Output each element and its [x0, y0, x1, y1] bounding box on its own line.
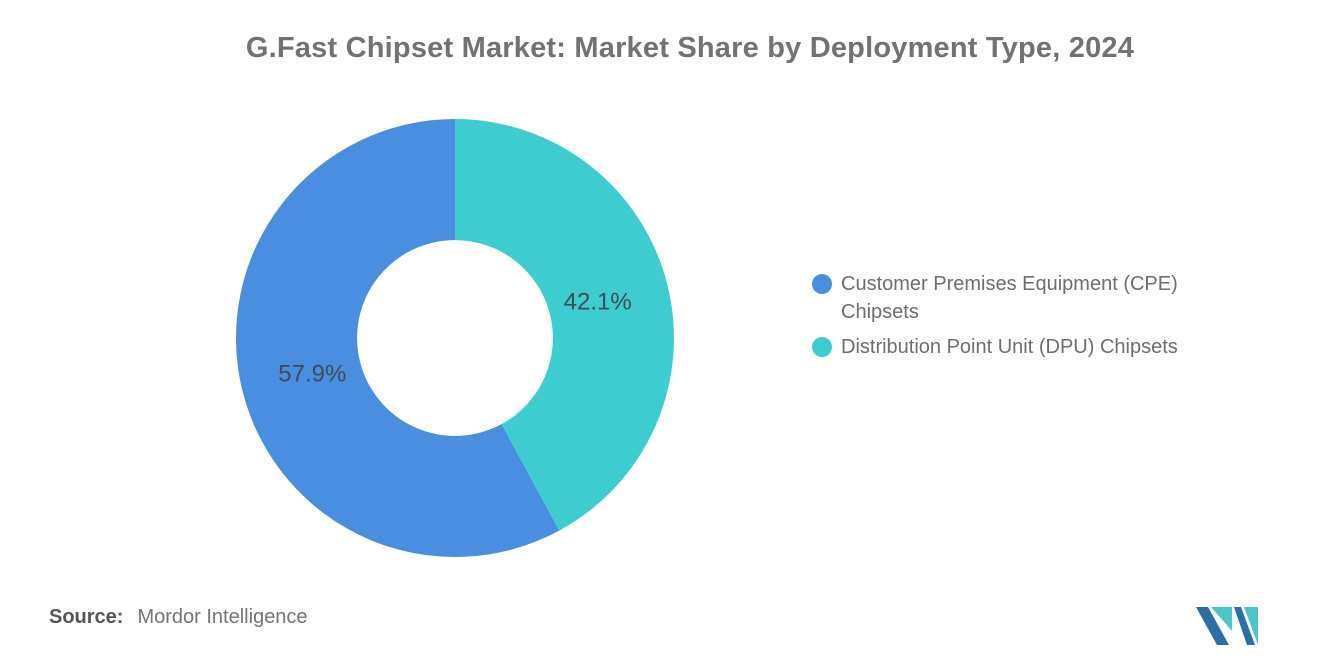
legend-item-0[interactable]: Customer Premises Equipment (CPE) Chipse…	[812, 270, 1222, 326]
donut-slice-0[interactable]	[235, 119, 560, 557]
logo-shape-blue-right	[1234, 607, 1255, 645]
logo-shape-blue-left	[1196, 607, 1229, 645]
legend-dot-icon	[812, 337, 832, 357]
donut-chart: 57.9% 42.1%	[225, 108, 685, 568]
legend-dot-icon	[812, 274, 832, 294]
chart-legend: Customer Premises Equipment (CPE) Chipse…	[812, 270, 1222, 361]
logo-shape-teal-right	[1244, 607, 1258, 645]
chart-title: G.Fast Chipset Market: Market Share by D…	[245, 32, 1135, 64]
slice-data-label-1: 42.1%	[564, 288, 632, 315]
donut-slice-1[interactable]	[455, 119, 674, 531]
slice-data-label-0: 57.9%	[278, 361, 346, 388]
source-value: Mordor Intelligence	[137, 606, 308, 628]
logo-shape-teal-left	[1211, 607, 1232, 631]
source-line: Source: Mordor Intelligence	[49, 603, 308, 631]
legend-item-1[interactable]: Distribution Point Unit (DPU) Chipsets	[812, 333, 1222, 361]
legend-label: Distribution Point Unit (DPU) Chipsets	[841, 336, 1178, 358]
mordor-intelligence-logo	[1196, 607, 1258, 645]
donut-chart-svg: 57.9% 42.1%	[235, 119, 674, 557]
source-label: Source:	[49, 606, 124, 628]
legend-label: Customer Premises Equipment (CPE) Chipse…	[841, 273, 1178, 323]
